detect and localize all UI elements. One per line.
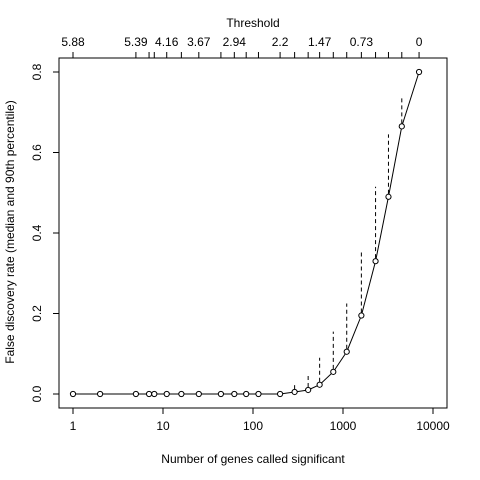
median-point [316,381,323,388]
top-tick-label: 4.16 [155,35,179,49]
median-point [343,348,350,355]
median-point [276,390,284,398]
median-point [195,390,202,398]
y-tick-label: 0.4 [30,224,44,241]
top-tick-label: 1.47 [308,35,332,49]
x-tick-label: 10000 [416,419,450,433]
x-axis-label: Number of genes called significant [161,452,345,466]
median-point [178,390,185,398]
top-tick-label: 5.88 [61,35,85,49]
median-point [151,390,158,398]
median-point [385,193,392,200]
median-point [372,258,379,265]
top-tick-label: 0 [416,35,423,49]
y-tick-label: 0.0 [30,385,44,402]
top-tick-label: 5.39 [124,35,148,49]
top-tick-label: 3.67 [187,35,211,49]
median-point [255,390,262,398]
median-point [330,368,337,375]
top-tick-label: 2.94 [223,35,247,49]
x-tick-label: 10 [156,419,170,433]
median-point [217,390,225,398]
x-tick-label: 100 [243,419,263,433]
median-point [132,390,140,398]
median-point [145,390,153,398]
axes: 1 10 100 1000 10000 0.0 0.2 0.4 0.6 0.8 5.88 5.39 4.… [30,35,450,433]
median-line [73,71,420,395]
top-axis-label: Threshold [226,16,279,30]
x-tick-label: 1 [70,419,77,433]
top-tick-label: 2.2 [272,35,289,49]
x-tick-label: 1000 [330,419,357,433]
data-marks [69,68,423,398]
median-point [291,388,298,396]
median-point [398,123,405,130]
y-tick-label: 0.8 [30,63,44,80]
median-point [415,68,423,76]
median-point [163,390,170,398]
median-point [243,390,250,398]
median-point [305,386,312,394]
top-tick-label: 0.73 [350,35,374,49]
median-point [358,312,365,319]
median-point [96,390,104,398]
y-axis-label: False discovery rate (median and 90th pe… [3,100,17,363]
median-point [69,390,77,398]
plot-frame [58,57,448,409]
y-tick-label: 0.2 [30,305,44,322]
median-point [231,390,238,398]
y-tick-label: 0.6 [30,144,44,161]
